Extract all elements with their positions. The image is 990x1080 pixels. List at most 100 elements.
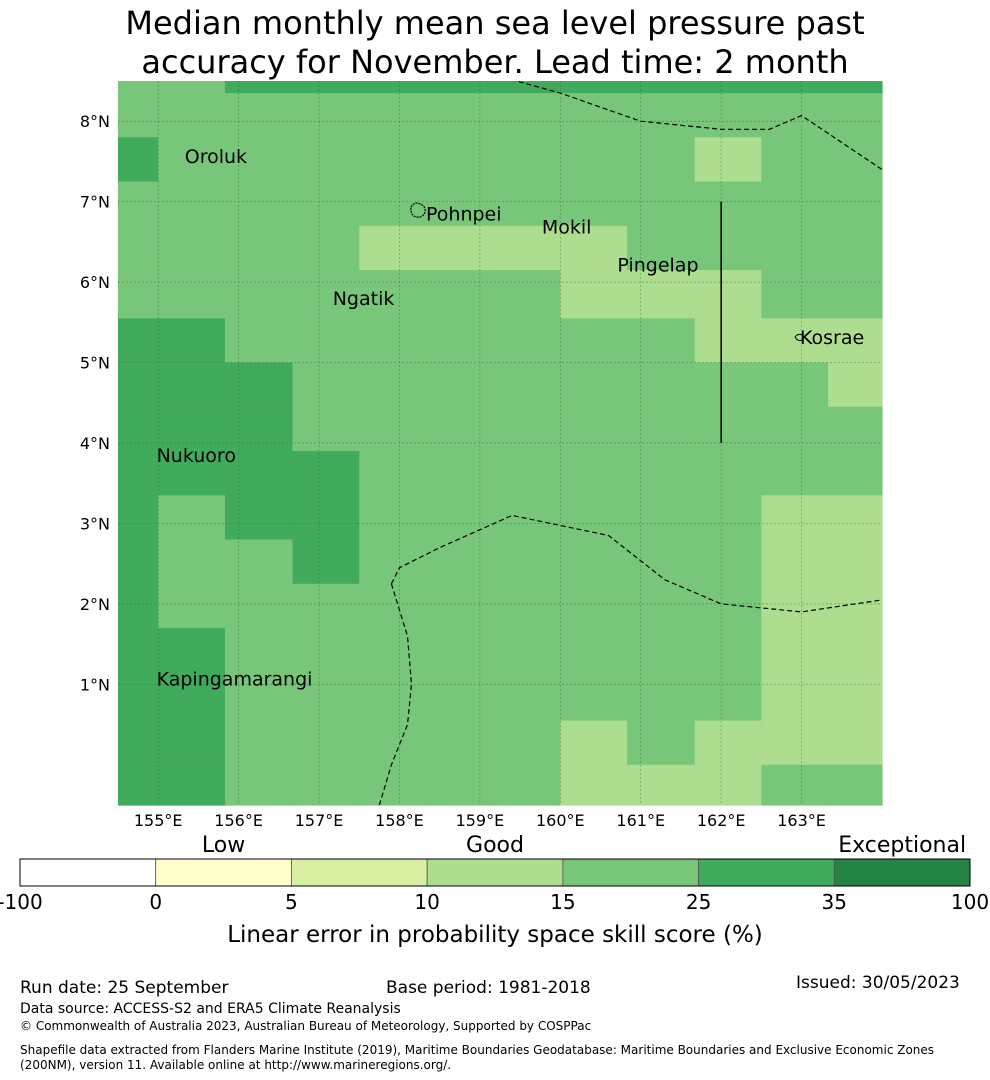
colorbar-tick-label: 15	[550, 890, 575, 914]
longitude-tick-label: 162°E	[697, 811, 746, 830]
grid-cell	[761, 225, 829, 271]
grid-cell	[493, 672, 561, 722]
grid-cell	[560, 495, 628, 541]
grid-cell	[828, 495, 883, 541]
grid-cell	[493, 583, 561, 629]
grid-cell	[761, 270, 829, 319]
longitude-tick-label: 163°E	[777, 811, 826, 830]
longitude-tick-label: 155°E	[134, 811, 183, 830]
skill-grid	[118, 81, 883, 806]
grid-cell	[224, 764, 294, 806]
grid-cell	[118, 137, 159, 183]
grid-cell	[694, 362, 762, 408]
grid-cell	[560, 583, 628, 629]
grid-cell	[359, 362, 427, 408]
grid-cell	[828, 720, 883, 766]
grid-cell	[426, 406, 495, 452]
grid-cell	[761, 318, 829, 364]
grid-cell	[224, 451, 294, 496]
grid-cell	[493, 406, 561, 452]
grid-cell	[158, 451, 226, 496]
place-labels: Oroluk Pohnpei Mokil Pingelap Ngatik Kosrae Nu…	[157, 146, 865, 691]
pohnpei-island-outline	[410, 202, 426, 218]
grid-cell	[359, 181, 427, 227]
grid-cell	[224, 628, 294, 673]
grid-cell	[224, 720, 294, 766]
grid-cell	[828, 318, 883, 364]
grid-cell	[158, 720, 226, 766]
grid-cell	[359, 764, 427, 806]
longitude-tick-label: 161°E	[616, 811, 665, 830]
place-label: Ngatik	[333, 288, 395, 310]
colorbar-tick-label: 100	[951, 890, 989, 914]
grid-cell	[761, 539, 829, 585]
grid-cell	[694, 270, 762, 319]
axis-ticks: 8°N 7°N 6°N 5°N 4°N 3°N 2°N 1°N 155°E 156°E 157°E 1…	[80, 112, 826, 830]
grid-cell	[224, 270, 294, 319]
grid-cell	[118, 93, 159, 138]
grid-cell	[224, 672, 294, 722]
grid-cell	[627, 406, 696, 452]
grid-cell	[828, 93, 883, 138]
grid-cell	[627, 451, 696, 496]
grid-cell	[828, 628, 883, 673]
grid-cell	[292, 495, 360, 541]
grid-cell	[828, 225, 883, 271]
grid-cell	[828, 362, 883, 408]
grid-cell	[118, 672, 159, 722]
grid-cell	[694, 764, 762, 806]
grid-cell	[761, 81, 829, 94]
grid-cell	[560, 270, 628, 319]
grid-cell	[828, 81, 883, 94]
grid-cell	[359, 495, 427, 541]
grid-cell	[694, 539, 762, 585]
grid-cell	[426, 81, 495, 94]
grid-cell	[560, 362, 628, 408]
grid-cell	[493, 720, 561, 766]
grid-cell	[694, 81, 762, 94]
grid-cell	[292, 181, 360, 227]
grid-cell	[694, 720, 762, 766]
grid-cell	[694, 672, 762, 722]
grid-cell	[627, 495, 696, 541]
grid-cell	[426, 583, 495, 629]
grid-cell	[292, 628, 360, 673]
grid-cell	[761, 93, 829, 138]
grid-cell	[493, 764, 561, 806]
grid-cell	[292, 81, 360, 94]
grid-cell	[359, 451, 427, 496]
longitude-tick-label: 156°E	[214, 811, 263, 830]
grid-cell	[158, 628, 226, 673]
grid-cell	[627, 81, 696, 94]
eez-boundary-line	[378, 583, 413, 805]
grid-cell	[292, 583, 360, 629]
grid-cell	[493, 628, 561, 673]
grid-cell	[292, 137, 360, 183]
place-label: Nukuoro	[157, 445, 236, 467]
grid-cell	[627, 628, 696, 673]
grid-cell	[118, 628, 159, 673]
grid-cell	[426, 225, 495, 271]
grid-cell	[761, 583, 829, 629]
place-label: Mokil	[542, 217, 592, 239]
grid-cell	[694, 451, 762, 496]
colorbar-segment	[562, 858, 699, 887]
grid-cell	[292, 451, 360, 496]
grid-cell	[158, 362, 226, 408]
colorbar-segment	[155, 858, 292, 887]
grid-cell	[118, 81, 159, 94]
grid-cell	[359, 93, 427, 138]
grid-cell	[359, 137, 427, 183]
grid-cell	[493, 318, 561, 364]
grid-cell	[118, 495, 159, 541]
grid-cell	[694, 495, 762, 541]
grid-cell	[118, 362, 159, 408]
grid-cell	[359, 672, 427, 722]
grid-cell	[694, 225, 762, 271]
longitude-tick-label: 158°E	[375, 811, 424, 830]
grid-cell	[118, 764, 159, 806]
shapefile-credit-line-1: Shapefile data extracted from Flanders M…	[20, 1043, 935, 1057]
grid-cell	[426, 672, 495, 722]
grid-cell	[158, 583, 226, 629]
grid-cell	[359, 318, 427, 364]
